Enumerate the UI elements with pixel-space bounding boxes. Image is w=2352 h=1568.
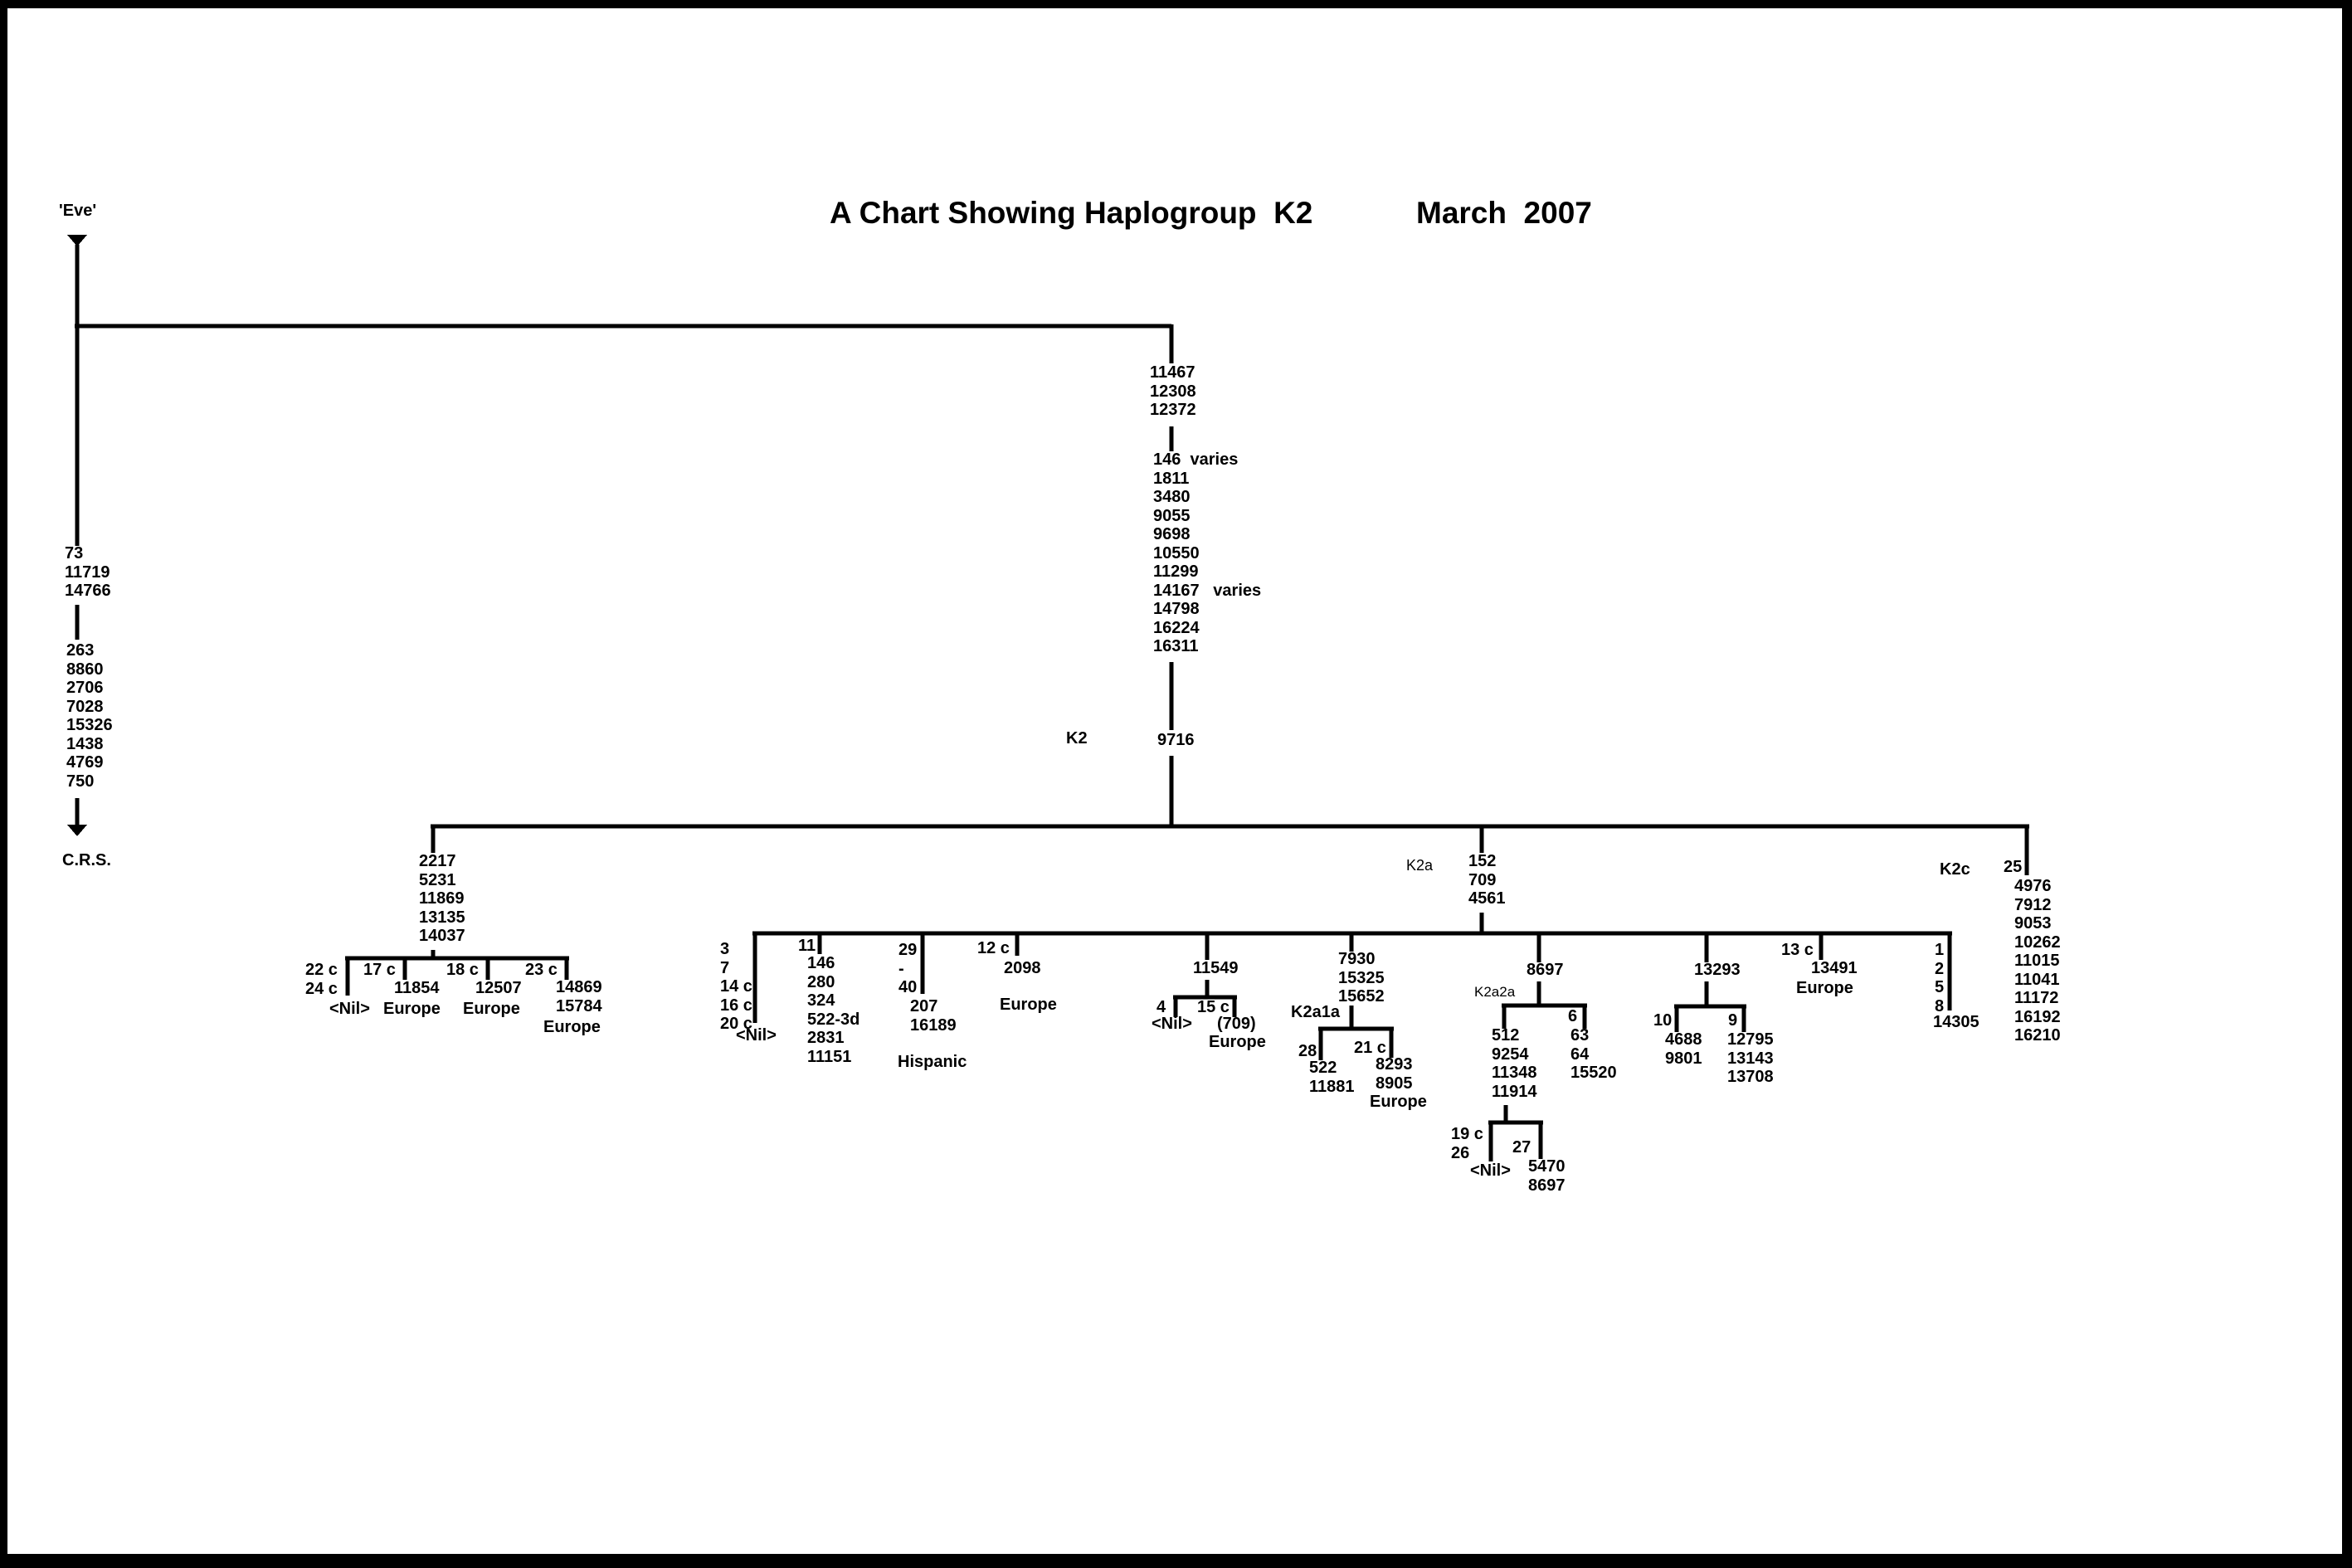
kits-3-7-14c-16c-20c: 3 7 14 c 16 c 20 c: [720, 940, 752, 1033]
mutations-522-11881: 522 11881: [1309, 1059, 1355, 1096]
mutations-k2-block2: 146 varies 1811 3480 9055 9698 10550 112…: [1153, 450, 1262, 655]
page-date: March 2007: [1416, 196, 1592, 230]
kit-27: 27: [1512, 1138, 1531, 1157]
k2a-mutations: 152 709 4561: [1468, 852, 1506, 908]
mutation-11549: 11549: [1193, 959, 1239, 977]
crs-label: C.R.S.: [62, 851, 111, 869]
nil-result-4: <Nil>: [1470, 1161, 1511, 1180]
arrowhead-down-icon: [67, 825, 87, 836]
k2a-haplogroup-label: K2a: [1406, 857, 1434, 874]
mutations-14869-15784: 14869 15784: [556, 978, 602, 1015]
mutations-512-11914: 512 9254 11348 11914: [1492, 1026, 1537, 1101]
mutation-12507: 12507: [475, 979, 522, 997]
mutations-8293-8905: 8293 8905: [1376, 1055, 1413, 1093]
mutations-eve-block1: 73 11719 14766: [65, 544, 111, 600]
mutations-eve-block2: 263 8860 2706 7028 15326 1438 4769 750: [66, 641, 113, 791]
kit-10: 10: [1653, 1011, 1673, 1030]
kits-29-40: 29 - 40: [898, 941, 918, 996]
region-europe-5: Europe: [1209, 1033, 1266, 1051]
k2a1a-mutations: 7930 15325 15652: [1338, 950, 1385, 1006]
region-hispanic: Hispanic: [898, 1053, 967, 1071]
mutations-k2-block1: 11467 12308 12372: [1150, 363, 1196, 419]
mutations-4688-9801: 4688 9801: [1665, 1030, 1702, 1068]
mutations-kit11: 146 280 324 522-3d 2831 11151: [807, 954, 860, 1066]
kit-6: 6: [1568, 1007, 1578, 1025]
region-europe-4: Europe: [1000, 996, 1057, 1014]
mutations-5470-8697: 5470 8697: [1528, 1157, 1566, 1195]
k2c-haplogroup-label: K2c: [1940, 860, 1970, 879]
eve-label: 'Eve': [59, 202, 97, 220]
region-europe-3: Europe: [543, 1018, 601, 1036]
region-europe-7: Europe: [1796, 979, 1853, 997]
kit-11: 11: [798, 937, 816, 955]
kit-21c: 21 c: [1354, 1039, 1386, 1057]
mutation-13491: 13491: [1811, 959, 1858, 977]
mutation-11854: 11854: [394, 979, 440, 997]
mutations-207-16189: 207 16189: [910, 997, 957, 1035]
kits-22c-24c: 22 c 24 c: [305, 961, 338, 998]
region-europe-1: Europe: [383, 1000, 441, 1018]
region-europe-2: Europe: [463, 1000, 520, 1018]
kit-23c: 23 c: [525, 961, 558, 979]
region-europe-6: Europe: [1370, 1093, 1427, 1111]
nil-result-2: <Nil>: [736, 1026, 777, 1045]
kit-18c: 18 c: [446, 961, 479, 979]
mutations-63-64-15520: 63 64 15520: [1570, 1026, 1617, 1082]
kit-13c: 13 c: [1781, 941, 1814, 959]
kit-25: 25: [2004, 858, 2023, 876]
mutation-8697: 8697: [1527, 961, 1564, 979]
mutation-9716: 9716: [1157, 731, 1195, 749]
kit-9: 9: [1728, 1011, 1738, 1030]
k2a2a-haplogroup-label: K2a2a: [1474, 984, 1516, 1000]
kit-15c: 15 c: [1197, 998, 1230, 1016]
mutation-2098: 2098: [1004, 959, 1041, 977]
kit-12c: 12 c: [977, 939, 1010, 957]
mutation-709: (709): [1217, 1015, 1256, 1033]
k2-haplogroup-label: K2: [1066, 729, 1088, 747]
nil-result-3: <Nil>: [1152, 1015, 1192, 1033]
kit-17c: 17 c: [363, 961, 396, 979]
mutation-14305: 14305: [1933, 1013, 1979, 1031]
arrowhead-down-icon: [67, 235, 87, 246]
kit-28: 28: [1298, 1042, 1317, 1060]
kit-4: 4: [1157, 998, 1166, 1016]
k2c-mutations: 4976 7912 9053 10262 11015 11041 11172 1…: [2014, 877, 2061, 1045]
mutations-12795-13143-13708: 12795 13143 13708: [1727, 1030, 1774, 1086]
nil-result-1: <Nil>: [329, 1000, 370, 1018]
kits-1-2-5-8: 1 2 5 8: [1935, 941, 1945, 1015]
k2b-mutations: 2217 5231 11869 13135 14037: [419, 852, 465, 945]
kits-19c-26: 19 c 26: [1451, 1125, 1483, 1162]
k2a1a-haplogroup-label: K2a1a: [1291, 1003, 1340, 1021]
mutation-13293: 13293: [1694, 961, 1741, 979]
page-title: A Chart Showing Haplogroup K2: [830, 196, 1313, 230]
